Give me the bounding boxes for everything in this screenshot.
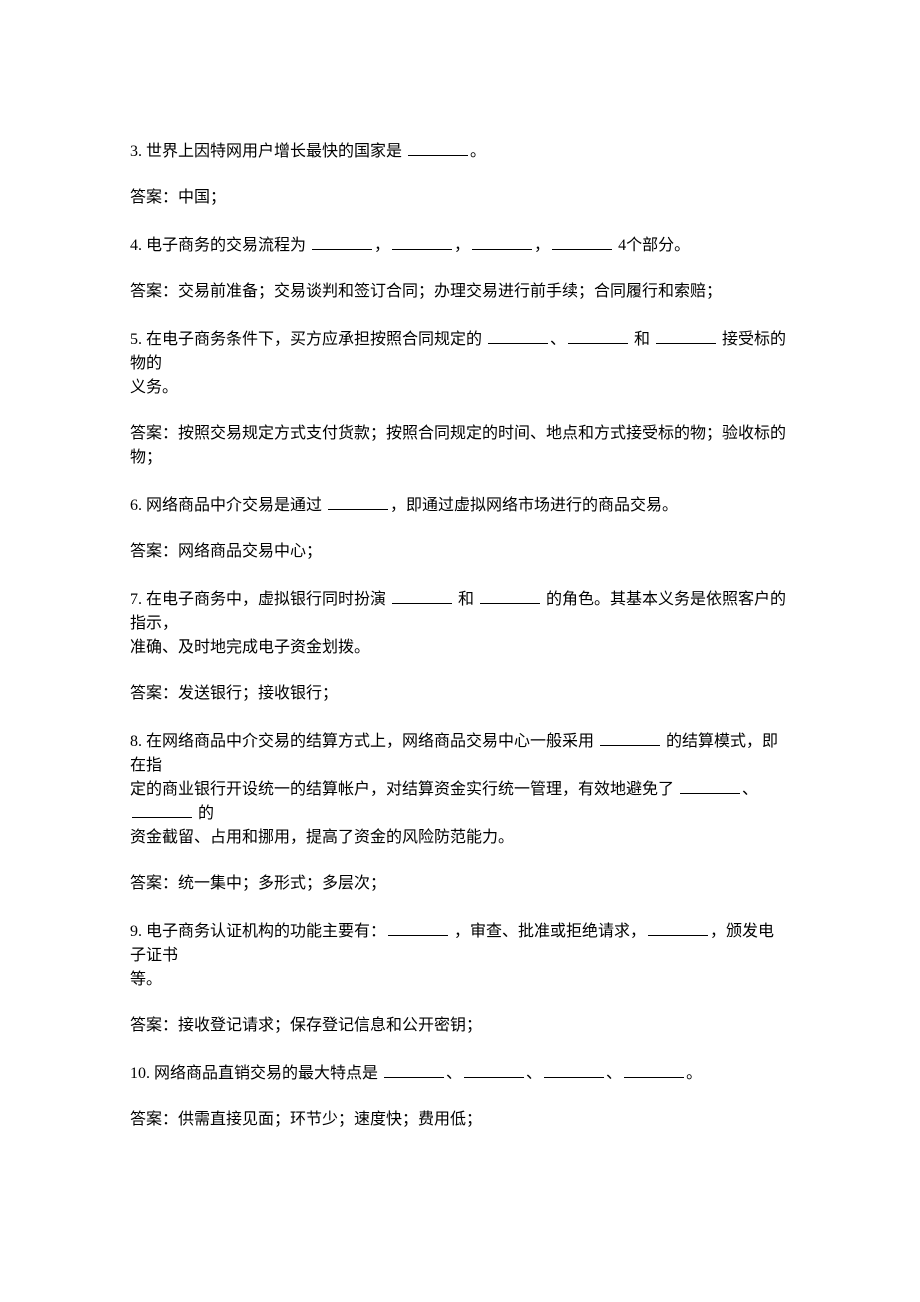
- answer-9: 答案：接收登记请求；保存登记信息和公开密钥；: [130, 1014, 790, 1038]
- item-10: 10. 网络商品直销交易的最大特点是 、、、。 答案：供需直接见面；环节少；速度…: [130, 1062, 790, 1132]
- blank-line: [392, 234, 452, 250]
- answer-8: 答案：统一集中；多形式；多层次；: [130, 872, 790, 896]
- blank-line: [680, 778, 740, 794]
- question-5: 5. 在电子商务条件下，买方应承担按照合同规定的 、 和 接受标的物的义务。: [130, 328, 790, 400]
- question-4: 4. 电子商务的交易流程为 ，，， 4个部分。: [130, 234, 790, 258]
- question-6: 6. 网络商品中介交易是通过 ，即通过虚拟网络市场进行的商品交易。: [130, 494, 790, 518]
- blank-line: [408, 140, 468, 156]
- document-content: 3. 世界上因特网用户增长最快的国家是 。 答案：中国； 4. 电子商务的交易流…: [130, 140, 790, 1132]
- question-3: 3. 世界上因特网用户增长最快的国家是 。: [130, 140, 790, 164]
- item-7: 7. 在电子商务中，虚拟银行同时扮演 和 的角色。其基本义务是依照客户的指示，准…: [130, 588, 790, 706]
- blank-line: [544, 1062, 604, 1078]
- blank-line: [464, 1062, 524, 1078]
- item-5: 5. 在电子商务条件下，买方应承担按照合同规定的 、 和 接受标的物的义务。 答…: [130, 328, 790, 470]
- blank-line: [132, 802, 192, 818]
- item-4: 4. 电子商务的交易流程为 ，，， 4个部分。 答案：交易前准备；交易谈判和签订…: [130, 234, 790, 304]
- item-3: 3. 世界上因特网用户增长最快的国家是 。 答案：中国；: [130, 140, 790, 210]
- blank-line: [600, 730, 660, 746]
- question-8: 8. 在网络商品中介交易的结算方式上，网络商品交易中心一般采用 的结算模式，即在…: [130, 730, 790, 850]
- answer-6: 答案：网络商品交易中心；: [130, 540, 790, 564]
- answer-10: 答案：供需直接见面；环节少；速度快；费用低；: [130, 1108, 790, 1132]
- item-9: 9. 电子商务认证机构的功能主要有： ，审查、批准或拒绝请求，，颁发电子证书等。…: [130, 920, 790, 1038]
- blank-line: [648, 920, 708, 936]
- blank-line: [480, 588, 540, 604]
- blank-line: [552, 234, 612, 250]
- blank-line: [568, 328, 628, 344]
- question-9: 9. 电子商务认证机构的功能主要有： ，审查、批准或拒绝请求，，颁发电子证书等。: [130, 920, 790, 992]
- blank-line: [488, 328, 548, 344]
- blank-line: [312, 234, 372, 250]
- blank-line: [656, 328, 716, 344]
- answer-5: 答案：按照交易规定方式支付货款；按照合同规定的时间、地点和方式接受标的物；验收标…: [130, 422, 790, 470]
- blank-line: [392, 588, 452, 604]
- answer-3: 答案：中国；: [130, 186, 790, 210]
- blank-line: [624, 1062, 684, 1078]
- blank-line: [328, 494, 388, 510]
- answer-4: 答案：交易前准备；交易谈判和签订合同；办理交易进行前手续；合同履行和索赔；: [130, 280, 790, 304]
- blank-line: [388, 920, 448, 936]
- item-6: 6. 网络商品中介交易是通过 ，即通过虚拟网络市场进行的商品交易。 答案：网络商…: [130, 494, 790, 564]
- question-10: 10. 网络商品直销交易的最大特点是 、、、。: [130, 1062, 790, 1086]
- blank-line: [472, 234, 532, 250]
- answer-7: 答案：发送银行；接收银行；: [130, 682, 790, 706]
- item-8: 8. 在网络商品中介交易的结算方式上，网络商品交易中心一般采用 的结算模式，即在…: [130, 730, 790, 896]
- question-7: 7. 在电子商务中，虚拟银行同时扮演 和 的角色。其基本义务是依照客户的指示，准…: [130, 588, 790, 660]
- blank-line: [384, 1062, 444, 1078]
